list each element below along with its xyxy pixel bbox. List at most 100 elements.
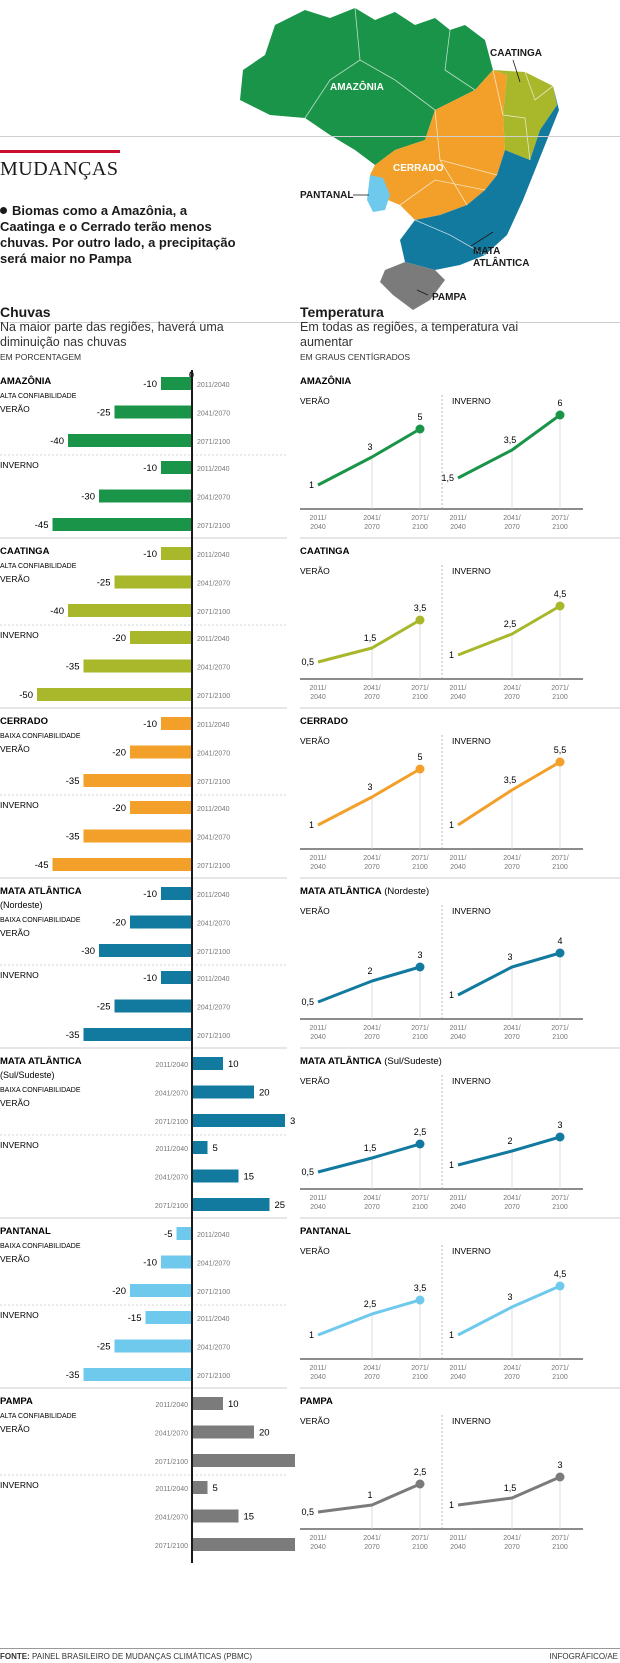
temp-biome-title-caatinga: CAATINGA	[300, 546, 350, 557]
temp-value-label: 2	[507, 1136, 512, 1146]
temp-period-label: 2011/2040	[310, 515, 327, 531]
rain-bar	[130, 1284, 192, 1297]
top-divider	[0, 136, 620, 137]
temp-period-label: 2071/2100	[411, 1535, 429, 1551]
temp-period-label: 2041/2070	[503, 515, 521, 531]
temp-verao-label: VERÃO	[300, 736, 330, 746]
title-accent-bar	[0, 150, 120, 153]
temp-line-inverno	[457, 1475, 561, 1507]
temp-value-label: 4	[557, 936, 562, 946]
temp-biome-title-pampa: PAMPA	[300, 1396, 333, 1407]
rain-inverno-label: INVERNO	[0, 460, 39, 470]
rain-verao-label: VERÃO	[0, 1254, 30, 1264]
temp-value-label: 1	[449, 1500, 454, 1510]
temp-line-verao	[317, 767, 421, 827]
rain-period-label: 2041/2070	[197, 1345, 230, 1352]
temp-end-point	[555, 601, 565, 611]
rain-bar	[161, 717, 192, 730]
rain-inverno-label: INVERNO	[0, 630, 39, 640]
temp-value-label: 0,5	[301, 1507, 314, 1517]
temp-value-label: 3	[557, 1120, 562, 1130]
source-label: FONTE:	[0, 1652, 30, 1661]
rain-period-label: 2011/2040	[197, 552, 230, 559]
temp-period-label: 2011/2040	[310, 685, 327, 701]
rain-bar-value: -10	[143, 463, 157, 474]
rain-period-label: 2041/2070	[155, 1515, 188, 1522]
temp-period-label: 2011/2040	[450, 1025, 467, 1041]
temp-end-point	[415, 424, 425, 434]
rain-period-label: 2011/2040	[155, 1486, 188, 1493]
temp-title: Temperatura	[300, 304, 384, 320]
temp-subtitle: Em todas as regiões, a temperatura vai a…	[300, 320, 519, 349]
rain-confidence-amazonia: ALTA CONFIABILIDADE	[0, 393, 77, 400]
rain-period-label: 2071/2100	[197, 1033, 230, 1040]
rain-bar	[192, 1057, 223, 1070]
temp-line-verao	[317, 1142, 421, 1174]
rain-confidence-cerrado: BAIXA CONFIABILIDADE	[0, 733, 81, 740]
rain-bar-value: 10	[228, 1059, 239, 1070]
temp-line-inverno	[457, 1284, 561, 1337]
temp-line-verao	[317, 1298, 421, 1337]
temp-line-inverno	[457, 951, 561, 997]
temp-inverno-label: INVERNO	[452, 1246, 491, 1256]
temp-period-label: 2071/2100	[551, 515, 569, 531]
temp-line-verao	[317, 427, 421, 487]
temp-period-label: 2071/2100	[411, 855, 429, 871]
temp-inverno-label: INVERNO	[452, 1416, 491, 1426]
rain-bar-value: -45	[35, 520, 49, 531]
rain-bar	[130, 915, 192, 929]
temp-value-label: 0,5	[301, 1167, 314, 1177]
temp-value-label: 2,5	[414, 1467, 427, 1477]
temp-biome-region: (Nordeste)	[382, 886, 430, 897]
temp-period-label: 2011/2040	[450, 685, 467, 701]
bullet-icon	[0, 207, 7, 214]
rain-bar	[192, 1169, 239, 1183]
temp-period-label: 2041/2070	[503, 1535, 521, 1551]
rain-bar	[114, 405, 192, 419]
temp-biome-title-pantanal: PANTANAL	[300, 1226, 351, 1237]
source-text: PAINEL BRASILEIRO DE MUDANÇAS CLIMÁTICAS…	[32, 1652, 253, 1661]
temp-biome-title-mata-atlantica-nordeste: MATA ATLÂNTICA (Nordeste)	[300, 885, 429, 897]
rain-period-label: 2041/2070	[155, 1175, 188, 1182]
rain-bar	[192, 1085, 254, 1099]
rain-period-label: 2011/2040	[197, 722, 230, 729]
temp-value-label: 3	[367, 782, 372, 792]
map-label-pantanal: PANTANAL	[300, 190, 354, 201]
temp-period-label: 2041/2070	[363, 685, 381, 701]
rain-confidence-mata-atlantica-sul-sudeste: BAIXA CONFIABILIDADE	[0, 1087, 81, 1094]
rain-biome-title-cerrado: CERRADO	[0, 716, 48, 727]
rain-inverno-label: INVERNO	[0, 800, 39, 810]
rain-bar-value: -5	[164, 1229, 172, 1240]
rain-period-label: 2041/2070	[197, 751, 230, 758]
rain-confidence-pantanal: BAIXA CONFIABILIDADE	[0, 1243, 81, 1250]
rain-period-label: 2041/2070	[197, 581, 230, 588]
temp-value-label: 5,5	[554, 745, 567, 755]
section-divider	[0, 322, 620, 323]
map-pampa	[380, 262, 445, 310]
temp-period-label: 2041/2070	[503, 1365, 521, 1381]
rain-bar	[161, 377, 192, 390]
rain-period-label: 2071/2100	[197, 523, 230, 530]
temp-verao-label: VERÃO	[300, 566, 330, 576]
temp-end-point	[415, 1295, 425, 1305]
temp-inverno-label: INVERNO	[452, 906, 491, 916]
rain-period-label: 2071/2100	[197, 1289, 230, 1296]
rain-verao-label: VERÃO	[0, 574, 30, 584]
rain-bar-value: 15	[244, 1172, 255, 1183]
temp-value-label: 1	[309, 1330, 314, 1340]
rain-confidence-mata-atlantica-nordeste: BAIXA CONFIABILIDADE	[0, 917, 81, 924]
temp-period-label: 2071/2100	[411, 1195, 429, 1211]
pampa-leader	[416, 289, 429, 296]
rain-biome-title-amazonia: AMAZÔNIA	[0, 375, 51, 387]
rain-period-label: 2011/2040	[197, 806, 230, 813]
temp-line-verao	[317, 1482, 421, 1514]
rain-period-label: 2071/2100	[197, 949, 230, 956]
temp-value-label: 0,5	[301, 657, 314, 667]
rain-bar	[114, 575, 192, 589]
rain-bar	[145, 1311, 192, 1324]
rain-bar	[192, 1481, 208, 1494]
rain-bar	[68, 434, 192, 447]
temp-period-label: 2011/2040	[310, 1535, 327, 1551]
rain-bar-value: -10	[143, 379, 157, 390]
rain-bar-value: 15	[244, 1512, 255, 1523]
